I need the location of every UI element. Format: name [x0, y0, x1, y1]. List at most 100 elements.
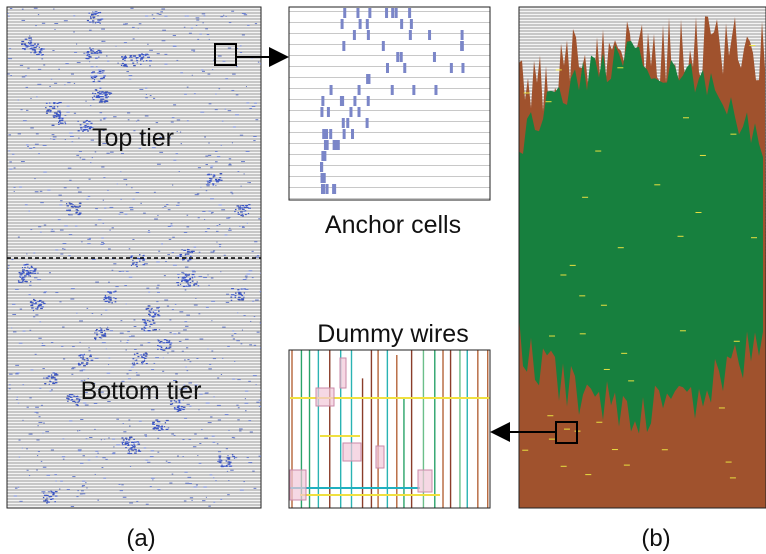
cell: [140, 58, 143, 60]
cell: [109, 93, 111, 95]
cell: [185, 482, 190, 484]
cell: [237, 312, 239, 314]
cell: [156, 426, 160, 428]
anchor-cell: [367, 74, 371, 84]
cell: [176, 282, 180, 284]
cell: [105, 348, 107, 350]
cell: [230, 469, 234, 471]
cell: [245, 86, 247, 88]
cell: [187, 358, 190, 360]
cell: [93, 79, 95, 81]
cell: [99, 70, 102, 73]
cell: [105, 136, 108, 138]
cell: [180, 143, 183, 145]
cell: [120, 320, 123, 322]
cell: [36, 469, 38, 471]
cell: [191, 280, 194, 282]
cell: [29, 45, 33, 47]
cell: [77, 120, 79, 122]
cell: [97, 15, 99, 17]
cell: [199, 443, 202, 445]
cell: [68, 394, 72, 396]
cell: [73, 82, 76, 84]
cell: [226, 470, 229, 472]
cell: [230, 299, 233, 301]
cell: [82, 480, 86, 482]
cell: [239, 45, 242, 47]
cell: [95, 89, 98, 92]
cell: [150, 450, 155, 452]
cell: [129, 502, 132, 504]
cell: [213, 175, 216, 177]
cell: [109, 299, 112, 301]
cell: [116, 444, 120, 446]
cell: [186, 15, 189, 17]
cell: [102, 222, 105, 224]
cell: [18, 271, 21, 274]
cell: [232, 330, 235, 332]
cell: [34, 50, 37, 52]
cell: [38, 337, 42, 339]
cell: [254, 102, 257, 104]
cell: [185, 366, 187, 368]
cell: [96, 334, 99, 336]
cell: [91, 14, 94, 16]
cell: [33, 268, 35, 270]
cell: [53, 106, 56, 108]
cell: [125, 439, 128, 441]
cell: [243, 315, 246, 317]
cell: [175, 153, 179, 155]
cell: [75, 398, 79, 400]
dummy-wires: [289, 350, 490, 508]
cell: [189, 361, 192, 363]
cell: [161, 243, 164, 245]
cell: [41, 48, 43, 50]
cell: [203, 486, 207, 488]
cell: [8, 58, 13, 60]
cell: [227, 110, 232, 112]
cell: [205, 402, 210, 404]
cell: [173, 45, 176, 47]
cell: [188, 382, 193, 384]
cell: [183, 276, 185, 278]
cell: [187, 248, 189, 251]
cell: [24, 266, 26, 269]
cell: [88, 178, 91, 180]
cell: [57, 110, 60, 112]
cell: [220, 271, 222, 273]
cell: [210, 251, 215, 253]
cell: [251, 105, 256, 107]
cell: [7, 73, 10, 75]
cell: [209, 363, 212, 365]
anchor-cell: [339, 96, 343, 106]
cell: [11, 327, 13, 329]
anchor-cell: [325, 140, 329, 150]
cell: [182, 258, 185, 261]
cell: [47, 491, 51, 493]
cell: [14, 487, 18, 489]
cell: [100, 243, 104, 245]
cell: [177, 202, 180, 204]
cell: [34, 178, 36, 180]
cell: [42, 144, 47, 146]
cell: [237, 419, 240, 421]
cell: [240, 214, 243, 216]
cell: [158, 425, 160, 427]
cell: [232, 73, 236, 75]
cell: [47, 189, 51, 191]
cell: [246, 222, 248, 224]
cell: [162, 342, 166, 344]
cell: [196, 19, 200, 21]
cell: [144, 320, 146, 322]
cell: [50, 341, 54, 343]
cell: [173, 380, 177, 382]
cell: [256, 255, 260, 257]
cell: [161, 8, 166, 10]
cell: [156, 424, 159, 427]
cell: [88, 237, 92, 239]
cell: [46, 494, 49, 497]
cell: [43, 302, 46, 305]
cell: [239, 134, 244, 136]
anchor-cell: [341, 118, 345, 128]
cell: [123, 57, 126, 59]
